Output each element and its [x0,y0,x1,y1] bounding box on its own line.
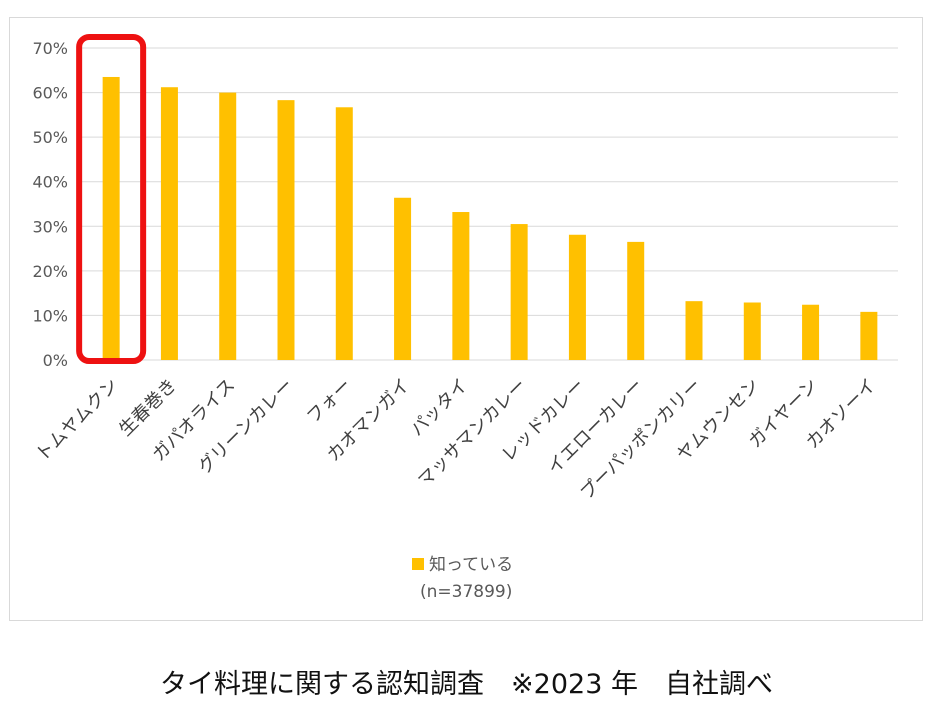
bar [277,100,295,361]
legend: 知っている (n=37899) [412,555,513,602]
bar [685,301,703,360]
bar [860,311,878,360]
bar [743,302,761,360]
y-tick-label: 70% [32,39,68,58]
y-tick-label: 60% [32,84,68,103]
bars [102,76,878,361]
bar [394,197,412,360]
y-tick-label: 0% [43,351,68,370]
highlight-box [76,34,147,364]
bar [160,87,178,361]
bar [510,224,528,360]
sample-size-note: (n=37899) [420,582,512,602]
bar [452,212,470,360]
bar [627,241,645,360]
figure-caption: タイ料理に関する認知調査 ※2023 年 自社調べ [160,669,773,700]
chart-frame: 0% 10% 20% 30% 40% 50% 60% 70% トムヤムクン 生春巻き ガパオライス… [9,17,923,621]
bar [335,107,353,360]
highlight-rectangle [76,34,147,364]
y-tick-label: 50% [32,128,68,147]
y-tick-label: 20% [32,262,68,281]
bar [802,304,820,360]
y-tick-label: 10% [32,306,68,325]
legend-label: 知っている [429,555,513,575]
x-tick-label: フォー [303,375,356,428]
y-tick-label: 40% [32,173,68,192]
y-tick-label: 30% [32,217,68,236]
y-axis-ticks: 0% 10% 20% 30% 40% 50% 60% 70% [32,39,68,370]
bar [568,234,586,360]
x-tick-label: トムヤムクン [32,375,123,466]
bar [102,76,120,360]
bar [219,92,237,361]
legend-swatch [412,558,424,570]
x-tick-label: マッサマンカレー [414,375,531,492]
gridlines [82,47,898,361]
bar-chart: 0% 10% 20% 30% 40% 50% 60% 70% トムヤムクン生春巻きガパオライス… [32,34,898,602]
